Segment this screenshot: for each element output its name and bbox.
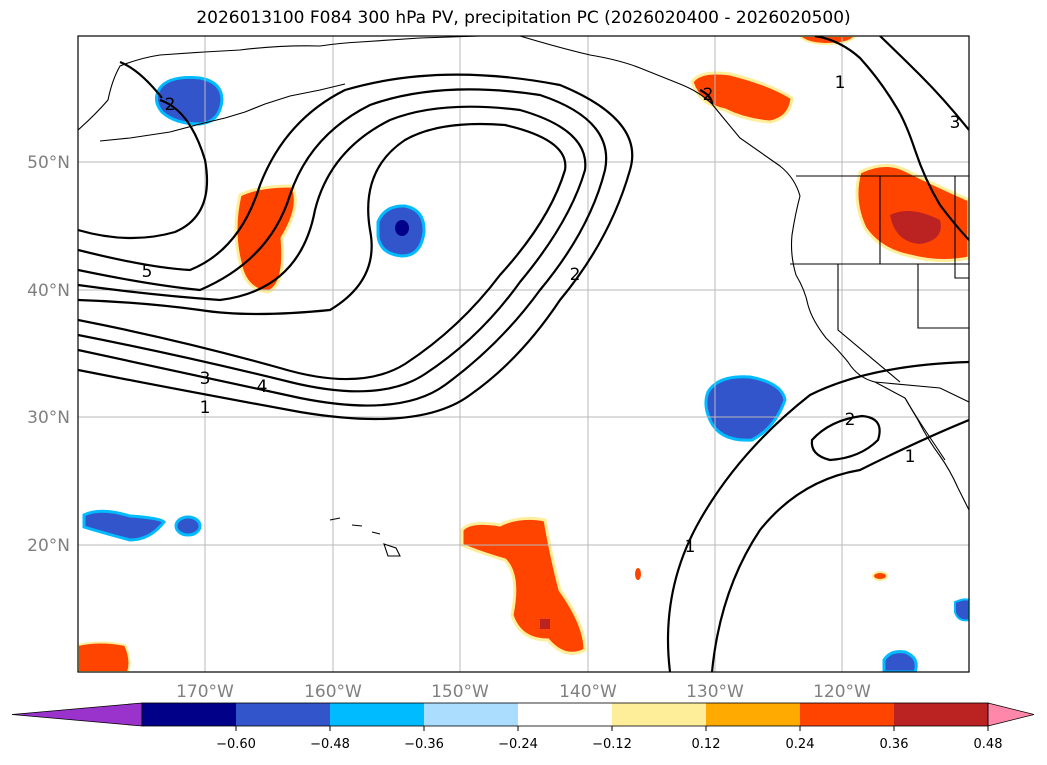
lon-label: 160°W: [304, 682, 362, 702]
contour-line: [810, 414, 881, 462]
contour-label: 2: [165, 95, 176, 115]
precip-positive-blob: [234, 184, 297, 294]
lat-label: 20°N: [27, 536, 70, 556]
colorbar-tick-label: 0.36: [880, 737, 909, 752]
contour-line: [119, 60, 163, 99]
colorbar-segment: [424, 703, 519, 726]
state-border: [917, 264, 969, 329]
contour-label: 3: [200, 369, 211, 389]
map-frame: [77, 35, 970, 673]
contour-line: [699, 89, 714, 105]
state-border: [837, 264, 901, 383]
colorbar-extend-high: [987, 702, 1035, 727]
baja-coast: [904, 397, 946, 461]
precip-negative-blob: [954, 598, 969, 622]
state-border: [954, 176, 969, 279]
contour-line: [666, 360, 969, 672]
lat-label: 30°N: [27, 408, 70, 428]
contour-line: [78, 88, 608, 407]
us-west-coast: [790, 195, 969, 511]
colorbar-segment: [142, 703, 237, 726]
colorbar-segment: [236, 703, 331, 726]
lon-label: 170°W: [176, 682, 234, 702]
lon-label: 140°W: [559, 682, 617, 702]
contour-line: [78, 98, 209, 240]
colorbar-tick-label: −0.60: [216, 737, 256, 752]
colorbar-tick-label: −0.48: [310, 737, 350, 752]
precip-shading: [78, 36, 969, 672]
us-mexico-border: [874, 381, 969, 403]
gulf-of-alaska-coast: [519, 36, 801, 197]
aleutian-islands: [99, 83, 346, 142]
contour-line: [78, 122, 567, 381]
contour-line: [78, 105, 587, 393]
contour-label: 5: [142, 262, 153, 282]
colorbar-tick-label: 0.48: [974, 737, 1003, 752]
lat-label: 50°N: [27, 153, 70, 173]
precip-negative-blob: [704, 375, 787, 442]
contour-line: [879, 36, 969, 131]
lon-label: 120°W: [813, 682, 871, 702]
contour-label: 1: [835, 73, 846, 93]
colorbar-extend-low: [11, 702, 143, 727]
precip-negative-blob: [82, 509, 166, 542]
hawaii-islands: [329, 517, 401, 557]
colorbar-segment: [894, 703, 989, 726]
map-gridlines: [78, 36, 969, 672]
colorbar-segment: [612, 703, 707, 726]
colorbar-frame: [141, 702, 989, 727]
colorbar: −0.60 −0.48 −0.36 −0.24 −0.12 0.12 0.24 0.36 0.4…: [11, 702, 1035, 752]
colorbar-segment: [330, 703, 425, 726]
contour-label: 2: [570, 265, 581, 285]
contour-label: 1: [200, 398, 211, 418]
colorbar-segment: [706, 703, 801, 726]
coastlines: [78, 36, 969, 557]
contour-label: 2: [703, 85, 714, 105]
lon-label: 130°W: [686, 682, 744, 702]
precip-positive-blob: [78, 641, 131, 672]
contour-labels: 5 4 3 1 2 2 2 1 1 2 1 3: [142, 73, 961, 557]
contour-line: [710, 418, 969, 672]
contour-label: 3: [950, 113, 961, 133]
contour-label: 1: [905, 447, 916, 467]
alaska-coast: [78, 36, 481, 131]
precip-negative-blob: [155, 76, 224, 126]
colorbar-tick-label: 0.24: [786, 737, 815, 752]
precip-positive-blob: [690, 71, 794, 124]
colorbar-tick-label: −0.12: [592, 737, 632, 752]
contour-label: 1: [685, 537, 696, 557]
longitude-labels: 170°W 160°W 150°W 140°W 130°W 120°W: [176, 682, 871, 702]
contour-line: [814, 36, 969, 241]
contour-label: 4: [257, 377, 268, 397]
contour-line: [78, 73, 634, 421]
colorbar-segment: [800, 703, 895, 726]
latitude-labels: 50°N 40°N 30°N 20°N: [27, 153, 70, 556]
precip-positive-blob: [460, 516, 587, 655]
colorbar-segment: [518, 703, 613, 726]
lon-label: 150°W: [431, 682, 489, 702]
colorbar-tick-label: −0.24: [498, 737, 538, 752]
lat-label: 40°N: [27, 281, 70, 301]
contour-label: 2: [845, 410, 856, 430]
colorbar-tick-label: −0.36: [404, 737, 444, 752]
map-title: 2026013100 F084 300 hPa PV, precipitatio…: [196, 8, 851, 28]
precip-negative-blob: [882, 650, 918, 672]
pv-contours: [78, 36, 969, 672]
colorbar-tick-label: 0.12: [692, 737, 721, 752]
